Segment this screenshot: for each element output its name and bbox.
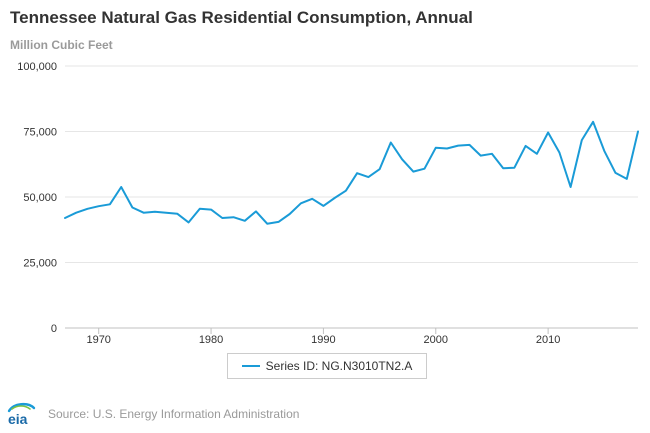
data-point bbox=[367, 176, 369, 178]
data-point bbox=[468, 144, 470, 146]
data-point bbox=[345, 190, 347, 192]
y-axis-unit-label: Million Cubic Feet bbox=[10, 38, 113, 52]
y-tick-label: 25,000 bbox=[23, 258, 57, 270]
data-point bbox=[513, 167, 515, 169]
data-point bbox=[131, 206, 133, 208]
legend-line-swatch bbox=[241, 365, 260, 367]
data-point bbox=[435, 147, 437, 149]
footer: eia Source: U.S. Energy Information Admi… bbox=[6, 402, 299, 426]
data-point bbox=[637, 130, 639, 132]
data-point bbox=[199, 208, 201, 210]
data-point bbox=[569, 186, 571, 188]
source-note: Source: U.S. Energy Information Administ… bbox=[48, 407, 300, 421]
data-point bbox=[64, 217, 66, 219]
data-point bbox=[592, 121, 594, 123]
svg-text:eia: eia bbox=[8, 411, 28, 426]
data-point bbox=[142, 212, 144, 214]
data-point bbox=[109, 203, 111, 205]
data-point bbox=[165, 212, 167, 214]
data-point bbox=[86, 208, 88, 210]
data-point bbox=[98, 205, 100, 207]
data-point bbox=[502, 167, 504, 169]
data-point bbox=[581, 139, 583, 141]
data-point bbox=[356, 172, 358, 174]
y-tick-label: 50,000 bbox=[23, 192, 57, 204]
data-point bbox=[311, 198, 313, 200]
data-point bbox=[626, 178, 628, 180]
y-tick-label: 100,000 bbox=[17, 61, 57, 73]
data-point bbox=[603, 150, 605, 152]
x-tick-label: 1970 bbox=[86, 334, 110, 346]
data-point bbox=[614, 172, 616, 174]
data-point bbox=[187, 221, 189, 223]
y-tick-label: 75,000 bbox=[23, 127, 57, 139]
data-point bbox=[176, 213, 178, 215]
data-point bbox=[289, 213, 291, 215]
series-line bbox=[64, 120, 639, 225]
data-point bbox=[446, 147, 448, 149]
y-tick-label: 0 bbox=[51, 323, 57, 335]
data-point bbox=[333, 197, 335, 199]
data-point bbox=[221, 217, 223, 219]
x-tick-label: 2000 bbox=[424, 334, 448, 346]
data-point bbox=[423, 168, 425, 170]
data-point bbox=[120, 186, 122, 188]
data-point bbox=[457, 144, 459, 146]
data-point bbox=[547, 131, 549, 133]
data-point bbox=[524, 145, 526, 147]
data-point bbox=[322, 205, 324, 207]
x-tick-label: 1980 bbox=[199, 334, 223, 346]
data-point bbox=[277, 221, 279, 223]
data-point bbox=[480, 154, 482, 156]
data-point bbox=[75, 212, 77, 214]
x-tick-label: 1990 bbox=[311, 334, 335, 346]
data-point bbox=[255, 210, 257, 212]
data-point bbox=[244, 220, 246, 222]
data-point bbox=[390, 141, 392, 143]
data-point bbox=[378, 168, 380, 170]
legend-series-label: Series ID: NG.N3010TN2.A bbox=[265, 359, 413, 373]
data-point bbox=[232, 216, 234, 218]
data-point bbox=[536, 153, 538, 155]
chart-title: Tennessee Natural Gas Residential Consum… bbox=[10, 8, 473, 27]
data-point bbox=[154, 211, 156, 213]
data-point bbox=[401, 158, 403, 160]
data-point bbox=[558, 151, 560, 153]
x-tick-label: 2010 bbox=[536, 334, 560, 346]
data-point bbox=[412, 170, 414, 172]
data-point bbox=[300, 202, 302, 204]
data-point bbox=[491, 153, 493, 155]
chart-legend[interactable]: Series ID: NG.N3010TN2.A bbox=[227, 353, 427, 379]
eia-logo-icon: eia bbox=[7, 403, 36, 426]
data-point bbox=[266, 223, 268, 225]
data-point bbox=[210, 208, 212, 210]
